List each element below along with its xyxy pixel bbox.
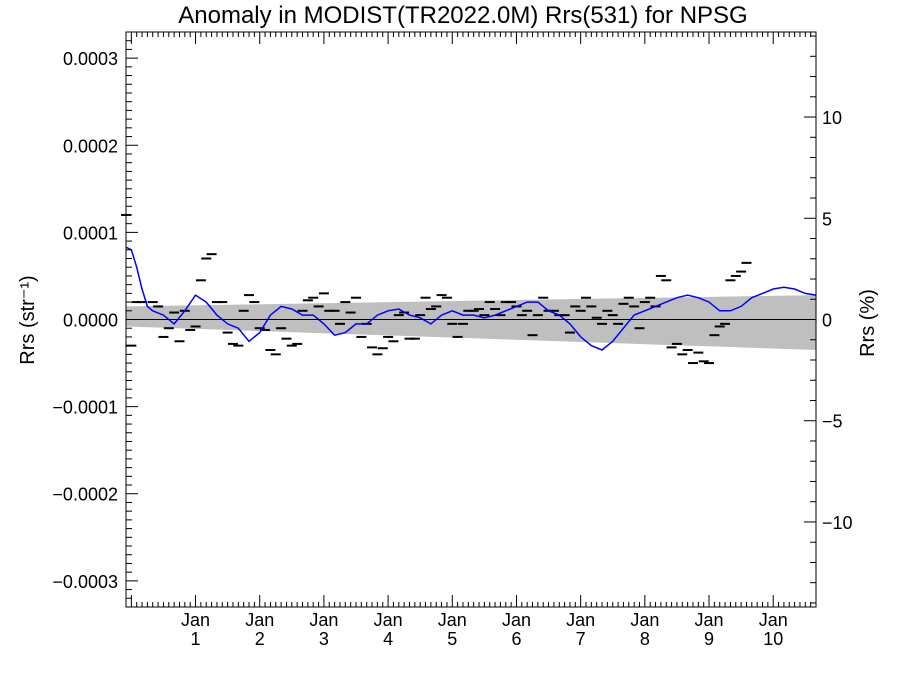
right-y-axis-label: Rrs (%) (857, 289, 879, 357)
x-tick-label-year: 1 (191, 629, 201, 649)
left-y-axis: 0.0003 0.0002 0.0001 0.0000 −0.0001 −0.0002 −0… (52, 31, 138, 608)
x-tick-label-month: Jan (438, 610, 467, 630)
x-tick-label-month: Jan (374, 610, 403, 630)
data-points (121, 213, 752, 365)
y-tick-label: −0.0002 (52, 485, 118, 505)
chart-title: Anomaly in MODIST(TR2022.0M) Rrs(531) fo… (178, 2, 747, 29)
x-tick-label-month: Jan (309, 610, 338, 630)
y-right-tick-label: −5 (822, 412, 843, 432)
x-tick-label-month: Jan (181, 610, 210, 630)
y-right-tick-label: 5 (822, 209, 832, 229)
y-right-tick-label: −10 (822, 513, 853, 533)
x-tick-label-year: 8 (640, 629, 650, 649)
x-axis: Jan1Jan2Jan3Jan4Jan5Jan6Jan7Jan8Jan9Jan1… (125, 32, 817, 649)
y-tick-label: 0.0003 (63, 49, 118, 69)
uncertainty-band-area (126, 295, 816, 350)
y-right-tick-label: 10 (822, 108, 842, 128)
x-tick-label-year: 5 (447, 629, 457, 649)
smoothed-line (125, 246, 817, 351)
x-tick-label-year: 3 (319, 629, 329, 649)
smoothed-series (125, 246, 817, 351)
x-tick-label-month: Jan (566, 610, 595, 630)
y-right-tick-label: 0 (822, 311, 832, 331)
x-tick-label-year: 10 (763, 629, 783, 649)
x-tick-label-year: 6 (511, 629, 521, 649)
uncertainty-band (126, 295, 816, 350)
x-tick-label-year: 7 (576, 629, 586, 649)
y-tick-label: −0.0003 (52, 572, 118, 592)
y-tick-label: −0.0001 (52, 398, 118, 418)
y-tick-label: 0.0001 (63, 223, 118, 243)
x-tick-label-month: Jan (759, 610, 788, 630)
x-tick-label-year: 4 (383, 629, 393, 649)
x-tick-label-year: 9 (704, 629, 714, 649)
x-tick-label-month: Jan (245, 610, 274, 630)
right-y-axis: 10 5 0 −5 −10 (804, 35, 853, 604)
y-tick-label: 0.0000 (63, 311, 118, 331)
left-y-axis-label: Rrs (str⁻¹) (17, 275, 39, 364)
x-tick-label-month: Jan (502, 610, 531, 630)
x-tick-label-month: Jan (695, 610, 724, 630)
x-tick-label-year: 2 (255, 629, 265, 649)
x-tick-label-month: Jan (630, 610, 659, 630)
y-tick-label: 0.0002 (63, 136, 118, 156)
